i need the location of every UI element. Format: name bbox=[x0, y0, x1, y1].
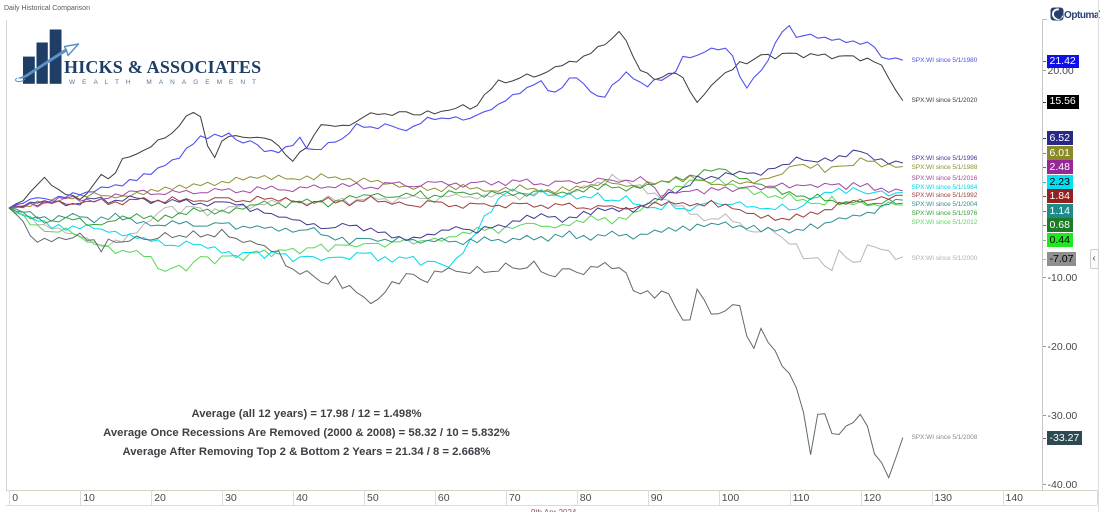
svg-text:WEALTH MANAGEMENT: WEALTH MANAGEMENT bbox=[69, 79, 263, 86]
svg-text:HICKS & ASSOCIATES: HICKS & ASSOCIATES bbox=[64, 57, 261, 77]
svg-text:Optuma: Optuma bbox=[1064, 10, 1100, 21]
